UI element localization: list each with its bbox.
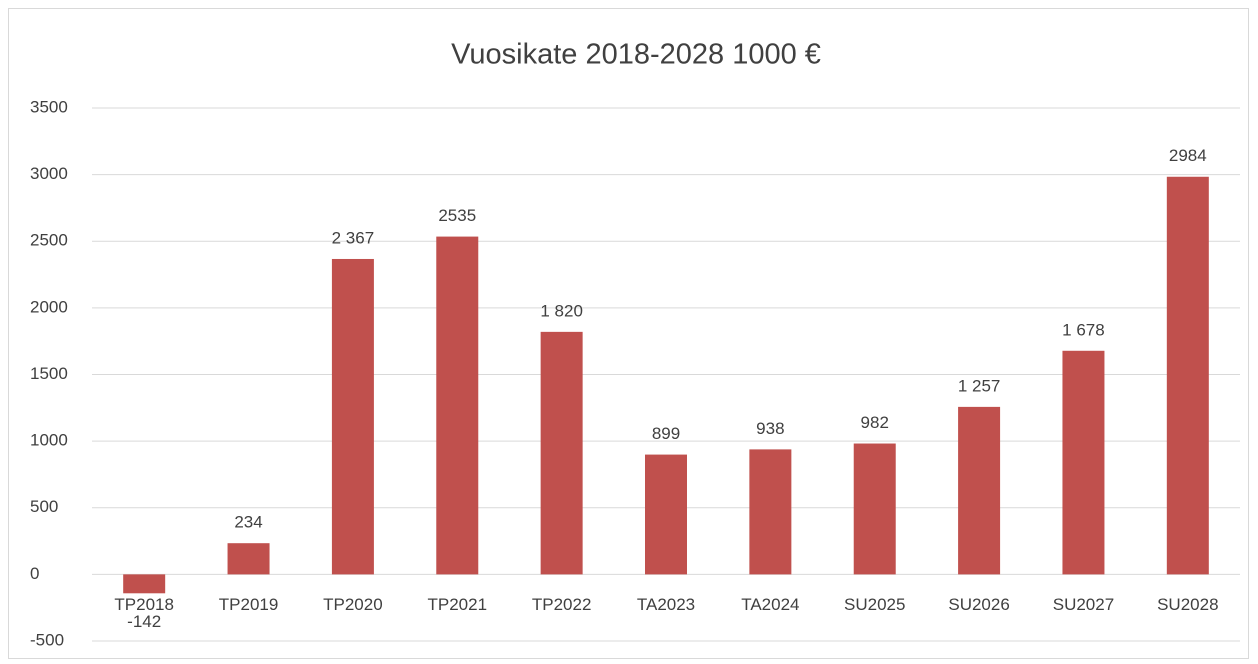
data-label: 1 820 [540,301,583,320]
y-tick-label: 500 [30,497,58,516]
y-tick-label: 2500 [30,231,68,250]
data-label: 2535 [438,206,476,225]
y-tick-label: 3000 [30,164,68,183]
chart-title: Vuosikate 2018-2028 1000 € [451,39,821,71]
data-label: 899 [652,424,680,443]
bar [1166,176,1209,575]
bar [331,258,374,575]
data-label: 982 [861,413,889,432]
data-label: -142 [127,612,161,631]
data-label: 2984 [1169,146,1207,165]
data-label: 938 [756,419,784,438]
bar [1062,350,1105,575]
bar [645,454,687,575]
x-tick-label: TP2020 [323,595,383,614]
x-tick-label: SU2025 [844,595,905,614]
x-tick-label: SU2027 [1053,595,1114,614]
x-tick-label: TP2019 [219,595,279,614]
bar [123,574,166,594]
bar [749,449,792,575]
x-tick-label: TP2018 [114,595,174,614]
bar [436,236,479,575]
y-tick-label: 1500 [30,364,68,383]
y-tick-label: 3500 [30,97,68,116]
chart-border [8,8,1249,659]
x-tick-label: TP2022 [532,595,592,614]
bar [853,443,896,575]
data-label: 1 257 [958,376,1001,395]
x-tick-label: SU2028 [1157,595,1218,614]
data-label: 234 [234,513,262,532]
data-label: 2 367 [332,228,375,247]
data-label: 1 678 [1062,320,1105,339]
y-tick-label: 1000 [30,431,68,450]
bar [958,406,1001,575]
bar [540,331,583,575]
bar [227,543,270,575]
y-tick-label: 2000 [30,297,68,316]
x-tick-label: SU2026 [948,595,1009,614]
x-tick-label: TP2021 [427,595,487,614]
y-tick-label: -500 [30,630,64,649]
x-tick-label: TA2023 [637,595,695,614]
y-tick-label: 0 [30,564,39,583]
x-tick-label: TA2024 [741,595,799,614]
